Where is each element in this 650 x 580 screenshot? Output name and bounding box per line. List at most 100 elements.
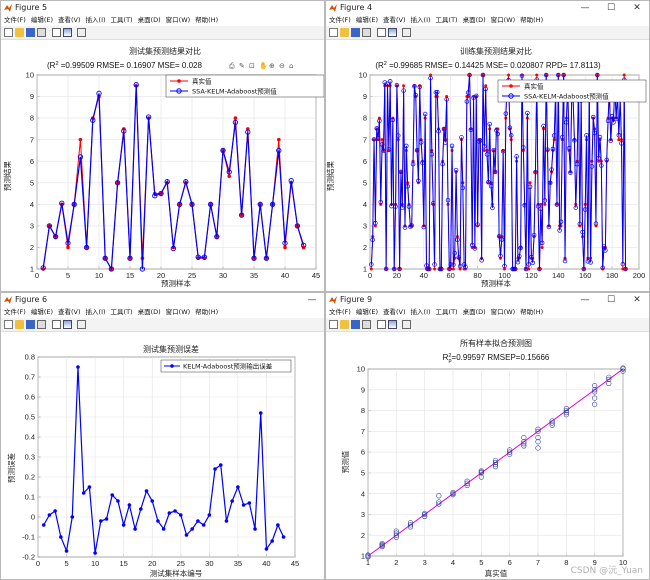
minimize-icon[interactable]: — [307, 295, 317, 305]
menu-edit[interactable]: 编辑(E) [30, 16, 53, 24]
menu-window[interactable]: 窗口(W) [490, 308, 516, 316]
insert-colorbar-icon[interactable] [388, 320, 397, 329]
close-icon[interactable]: ✕ [633, 295, 641, 305]
data-point [535, 73, 539, 77]
property-editor-icon[interactable] [402, 28, 411, 37]
new-figure-icon[interactable] [329, 28, 338, 37]
data-point [432, 262, 437, 267]
print-icon[interactable] [362, 320, 371, 329]
maximize-icon[interactable]: ☐ [606, 295, 616, 305]
link-plot-icon[interactable] [52, 28, 61, 37]
data-point [173, 509, 177, 513]
menu-file[interactable]: 文件(F) [4, 16, 26, 24]
menu-tools[interactable]: 工具(T) [435, 308, 458, 316]
menu-desktop[interactable]: 桌面(D) [462, 16, 486, 24]
scatter-point [393, 532, 399, 538]
link-plot-icon[interactable] [377, 28, 386, 37]
x-tick-label: 5 [64, 559, 68, 568]
scatter-point [535, 439, 541, 445]
menu-insert[interactable]: 插入(I) [410, 16, 431, 24]
data-point [487, 121, 492, 127]
data-point [371, 137, 377, 142]
data-point [257, 201, 263, 207]
data-point [456, 255, 462, 260]
menu-insert[interactable]: 插入(I) [410, 308, 431, 316]
link-plot-icon[interactable] [52, 320, 61, 329]
open-folder-icon[interactable] [15, 320, 24, 329]
scatter-point [478, 474, 484, 480]
zoom-out-icon[interactable]: ⊖ [279, 62, 285, 70]
data-point [404, 143, 409, 149]
menu-tools[interactable]: 工具(T) [110, 16, 133, 24]
menu-view[interactable]: 查看(V) [58, 308, 81, 316]
figure-5-window: Figure 5 文件(F) 编辑(E) 查看(V) 插入(I) 工具(T) 桌面(D) 窗… [0, 0, 325, 292]
new-figure-icon[interactable] [4, 28, 13, 37]
link-plot-icon[interactable] [377, 320, 386, 329]
zoom-in-icon[interactable]: ⊕ [269, 62, 275, 70]
datatip-icon[interactable]: ⊡ [249, 62, 255, 70]
data-point [507, 125, 513, 131]
save-icon[interactable] [26, 320, 35, 329]
open-folder-icon[interactable] [340, 28, 349, 37]
menu-tools[interactable]: 工具(T) [110, 308, 133, 316]
menu-help[interactable]: 帮助(H) [520, 308, 544, 316]
brush-icon[interactable]: ✎ [239, 62, 245, 70]
export-icon[interactable]: ⎙ [229, 62, 235, 70]
data-point [445, 197, 451, 203]
menu-insert[interactable]: 插入(I) [85, 16, 106, 24]
menu-window[interactable]: 窗口(W) [165, 308, 191, 316]
pan-icon[interactable]: ✋ [259, 61, 268, 70]
grid [367, 368, 624, 557]
data-point [420, 160, 425, 166]
menu-edit[interactable]: 编辑(E) [355, 16, 378, 24]
print-icon[interactable] [37, 28, 46, 37]
menu-tools[interactable]: 工具(T) [435, 16, 458, 24]
legend-true: 真实值 [524, 82, 544, 91]
menu-help[interactable]: 帮助(H) [195, 16, 219, 24]
close-icon[interactable]: ✕ [633, 3, 641, 13]
menu-view[interactable]: 查看(V) [58, 16, 81, 24]
menu-view[interactable]: 查看(V) [383, 16, 406, 24]
menu-edit[interactable]: 编辑(E) [30, 308, 53, 316]
open-folder-icon[interactable] [340, 320, 349, 329]
minimize-icon[interactable]: — [580, 295, 590, 305]
property-editor-icon[interactable] [402, 320, 411, 329]
menu-insert[interactable]: 插入(I) [85, 308, 106, 316]
data-point [616, 133, 622, 138]
menu-help[interactable]: 帮助(H) [520, 16, 544, 24]
print-icon[interactable] [37, 320, 46, 329]
menu-window[interactable]: 窗口(W) [165, 16, 191, 24]
menu-desktop[interactable]: 桌面(D) [137, 308, 161, 316]
property-editor-icon[interactable] [77, 320, 86, 329]
menu-edit[interactable]: 编辑(E) [355, 308, 378, 316]
data-point [484, 152, 490, 157]
legend: KELM-Adaboost预测输出误差 [160, 359, 292, 373]
maximize-icon[interactable]: ☐ [606, 3, 616, 13]
insert-colorbar-icon[interactable] [63, 320, 72, 329]
menu-desktop[interactable]: 桌面(D) [462, 308, 486, 316]
new-figure-icon[interactable] [329, 320, 338, 329]
home-icon[interactable]: ⌂ [289, 62, 293, 70]
save-icon[interactable] [26, 28, 35, 37]
property-editor-icon[interactable] [77, 28, 86, 37]
save-icon[interactable] [351, 320, 360, 329]
menu-window[interactable]: 窗口(W) [490, 16, 516, 24]
open-folder-icon[interactable] [15, 28, 24, 37]
data-point [270, 539, 274, 543]
save-icon[interactable] [351, 28, 360, 37]
minimize-icon[interactable]: — [580, 3, 590, 13]
insert-colorbar-icon[interactable] [388, 28, 397, 37]
menu-file[interactable]: 文件(F) [329, 308, 351, 316]
menu-view[interactable]: 查看(V) [383, 308, 406, 316]
data-point [108, 266, 115, 272]
insert-colorbar-icon[interactable] [63, 28, 72, 37]
menu-file[interactable]: 文件(F) [4, 308, 26, 316]
menu-help[interactable]: 帮助(H) [195, 308, 219, 316]
menu-desktop[interactable]: 桌面(D) [137, 16, 161, 24]
print-icon[interactable] [362, 28, 371, 37]
data-point [213, 467, 217, 471]
new-figure-icon[interactable] [4, 320, 13, 329]
menu-file[interactable]: 文件(F) [329, 16, 351, 24]
data-point [508, 133, 514, 138]
data-point [463, 264, 468, 270]
